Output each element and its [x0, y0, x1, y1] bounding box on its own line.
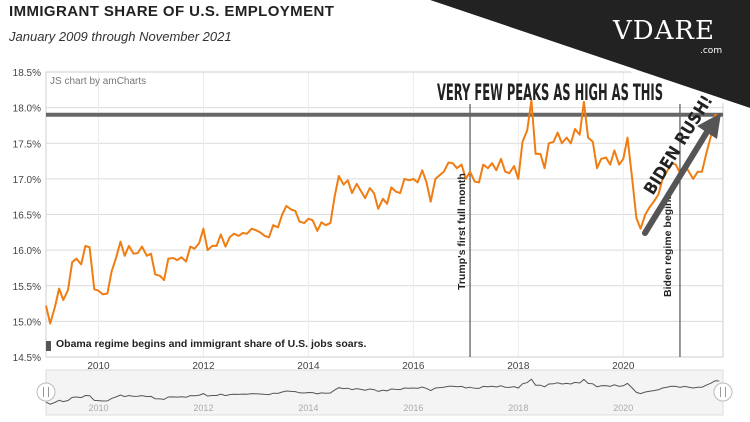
- scrollbar-year-label: 2010: [88, 403, 108, 413]
- x-tick-label: 2014: [297, 361, 320, 372]
- scrollbar-left-grip[interactable]: [36, 382, 56, 402]
- scrollbar-year-labels: 2010 2012 2014 2016 2018 2020: [88, 403, 633, 413]
- scrollbar-year-label: 2014: [298, 403, 318, 413]
- obama-marker: [46, 341, 51, 351]
- grid-lines: [46, 71, 723, 358]
- vdare-logo: VDARE: [613, 16, 715, 46]
- y-tick-label: 14.5%: [13, 353, 41, 364]
- x-axis-ticks: 2010 2012 2014 2016 2018 2020: [87, 361, 634, 372]
- logo-corner-banner: [430, 0, 750, 108]
- y-tick-label: 17.0%: [13, 175, 41, 186]
- rush-arrow: [642, 113, 721, 236]
- trump-annotation: Trump's first full month: [456, 173, 468, 290]
- x-tick-label: 2010: [87, 361, 110, 372]
- y-tick-label: 17.5%: [13, 139, 41, 150]
- amcharts-watermark: JS chart by amCharts: [50, 76, 146, 87]
- biden-annotation: Biden regime begins: [662, 194, 674, 297]
- y-axis-ticks: 14.5% 15.0% 15.5% 16.0% 16.5% 17.0% 17.5% 18.0%…: [13, 68, 41, 364]
- y-tick-label: 18.0%: [13, 104, 41, 115]
- scrollbar-right-grip[interactable]: [713, 382, 733, 402]
- y-tick-label: 16.0%: [13, 246, 41, 257]
- scrollbar-year-label: 2020: [613, 403, 633, 413]
- x-tick-label: 2016: [402, 361, 425, 372]
- peak-annotation: VERY FEW PEAKS AS HIGH AS THIS: [437, 81, 663, 106]
- scrollbar-track[interactable]: [45, 369, 724, 416]
- obama-annotation: Obama regime begins and immigrant share …: [56, 338, 366, 350]
- y-tick-label: 18.5%: [13, 68, 41, 79]
- x-tick-label: 2012: [192, 361, 215, 372]
- series-line: [45, 99, 720, 325]
- y-tick-label: 15.0%: [13, 317, 41, 328]
- chart-subtitle: January 2009 through November 2021: [9, 29, 232, 44]
- y-tick-label: 15.5%: [13, 282, 41, 293]
- scrollbar-year-label: 2018: [508, 403, 528, 413]
- chart-title: IMMIGRANT SHARE OF U.S. EMPLOYMENT: [9, 3, 335, 20]
- event-lines: [469, 104, 681, 357]
- scrollbar-series-line: [45, 378, 720, 405]
- x-tick-label: 2018: [507, 361, 530, 372]
- scrollbar-year-label: 2012: [193, 403, 213, 413]
- vdare-logo-domain: .com: [700, 46, 723, 56]
- y-tick-label: 16.5%: [13, 211, 41, 222]
- scrollbar[interactable]: 2010 2012 2014 2016 2018 2020: [36, 369, 733, 416]
- scrollbar-year-label: 2016: [403, 403, 423, 413]
- plot-frame: [45, 71, 724, 358]
- x-tick-label: 2020: [612, 361, 635, 372]
